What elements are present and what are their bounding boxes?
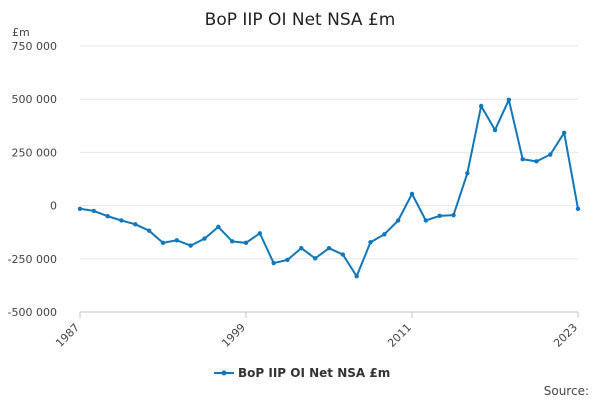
data-point[interactable]: [257, 231, 263, 236]
data-point[interactable]: [243, 240, 249, 246]
data-point[interactable]: [368, 240, 373, 245]
y-tick-label: 750 000: [12, 40, 58, 53]
data-point[interactable]: [354, 274, 359, 279]
legend-swatch-marker: [221, 370, 227, 376]
legend[interactable]: BoP IIP OI Net NSA £m: [214, 366, 390, 380]
data-point[interactable]: [133, 222, 138, 227]
data-point[interactable]: [409, 191, 415, 197]
series-layer: [77, 97, 581, 279]
data-point[interactable]: [91, 208, 97, 214]
data-point[interactable]: [506, 97, 512, 103]
data-point[interactable]: [326, 245, 332, 251]
data-point[interactable]: [437, 213, 442, 219]
source-label: Source:: [544, 384, 589, 398]
data-point[interactable]: [423, 218, 429, 223]
y-tick-label: 500 000: [12, 93, 58, 106]
data-point[interactable]: [312, 256, 318, 261]
y-tick-label: -250 000: [8, 253, 57, 266]
y-tick-label: 250 000: [12, 146, 58, 159]
data-point[interactable]: [202, 236, 207, 241]
data-point[interactable]: [216, 224, 221, 230]
data-point[interactable]: [340, 252, 346, 257]
data-point[interactable]: [160, 240, 166, 246]
data-point[interactable]: [174, 238, 180, 243]
y-axis-ticks: 750 000 500 000 250 000 0 -250 000 -500 000: [8, 40, 57, 319]
legend-label: BoP IIP OI Net NSA £m: [238, 366, 390, 380]
x-axis-ticks: 1987 1999 2011 2023: [53, 312, 580, 350]
y-tick-label: 0: [50, 200, 57, 213]
data-point[interactable]: [465, 171, 470, 176]
data-point[interactable]: [520, 157, 525, 162]
x-tick-label: 2011: [385, 321, 414, 350]
data-point[interactable]: [146, 228, 152, 233]
data-point[interactable]: [548, 152, 553, 157]
data-point[interactable]: [285, 257, 290, 263]
data-point[interactable]: [382, 232, 387, 237]
data-point[interactable]: [575, 206, 581, 211]
data-point[interactable]: [271, 260, 276, 266]
data-point[interactable]: [534, 159, 539, 164]
x-tick-label: 1999: [219, 321, 248, 350]
x-tick-label: 2023: [551, 321, 580, 350]
data-point[interactable]: [77, 206, 83, 211]
data-point[interactable]: [395, 218, 401, 223]
data-point[interactable]: [229, 239, 235, 244]
data-point[interactable]: [478, 103, 484, 109]
data-point[interactable]: [561, 130, 567, 136]
data-point[interactable]: [451, 212, 456, 218]
gridlines: [80, 45, 578, 260]
data-point[interactable]: [188, 243, 193, 248]
y-tick-label: -500 000: [8, 306, 57, 319]
data-point[interactable]: [119, 218, 124, 223]
data-point[interactable]: [105, 214, 110, 219]
y-unit-label: £m: [12, 26, 30, 39]
data-point[interactable]: [299, 245, 304, 251]
chart-title: BoP IIP OI Net NSA £m: [205, 10, 396, 30]
x-tick-label: 1987: [53, 321, 82, 350]
data-point[interactable]: [492, 127, 498, 133]
